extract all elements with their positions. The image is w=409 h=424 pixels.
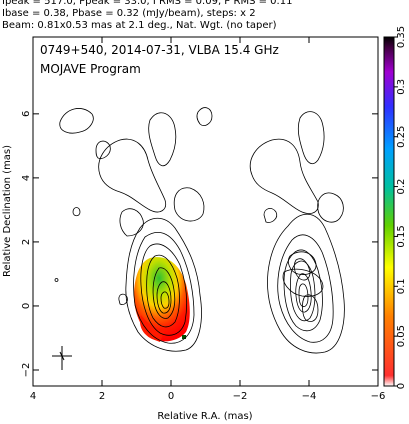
y-tick-label: 6	[21, 111, 32, 117]
left-panel-contours	[54, 107, 213, 352]
colorbar-tick-label: 0.3	[396, 79, 407, 95]
colorbar-tick-label: 0.25	[396, 126, 407, 148]
colorbar-tick-label: 0.35	[396, 26, 407, 48]
x-tick-label: −2	[233, 391, 248, 402]
y-axis-ticks: −2 0 2 4 6	[21, 111, 378, 378]
plot-subtitle: MOJAVE Program	[40, 62, 141, 76]
x-tick-label: 4	[30, 391, 36, 402]
colorbar-tick-label: 0.2	[396, 179, 407, 195]
colorbar-tick-label: 0.15	[396, 225, 407, 247]
x-tick-label: −6	[371, 391, 386, 402]
header-line-ipeak: Ipeak = 517.0, Ppeak = 33.0, I RMS = 0.0…	[2, 0, 293, 7]
x-axis-ticks: 4 2 0 −2 −4 −6	[30, 37, 386, 402]
y-tick-label: −2	[21, 363, 32, 378]
plot-frame	[32, 36, 379, 387]
x-tick-label: 2	[99, 391, 105, 402]
y-axis-label: Relative Declination (mas)	[2, 145, 13, 277]
colorbar-tick-label: 0.05	[396, 325, 407, 347]
right-panel-contours	[249, 111, 345, 354]
header-line-beam: Beam: 0.81x0.53 mas at 2.1 deg., Nat. Wg…	[2, 20, 277, 31]
y-tick-label: 0	[21, 303, 32, 309]
header-line-ibase: Ibase = 0.38, Pbase = 0.32 (mJy/beam), s…	[2, 8, 256, 19]
beam-marker	[52, 346, 72, 370]
x-tick-label: 0	[168, 391, 174, 402]
x-tick-label: −4	[302, 391, 317, 402]
colorbar-tick-label: 0.1	[396, 278, 407, 294]
y-tick-label: 4	[21, 175, 32, 181]
colorbar-ticks: 0 0.05 0.1 0.15 0.2 0.25 0.3 0.35	[394, 26, 407, 389]
polarization-pixel	[182, 335, 186, 339]
x-axis-label: Relative R.A. (mas)	[157, 411, 252, 422]
y-tick-label: 2	[21, 239, 32, 245]
colorbar-tick-label: 0	[396, 383, 407, 389]
colorbar	[383, 36, 395, 387]
plot-title: 0749+540, 2014-07-31, VLBA 15.4 GHz	[40, 43, 279, 57]
fractional-polarization-tail	[140, 315, 164, 342]
